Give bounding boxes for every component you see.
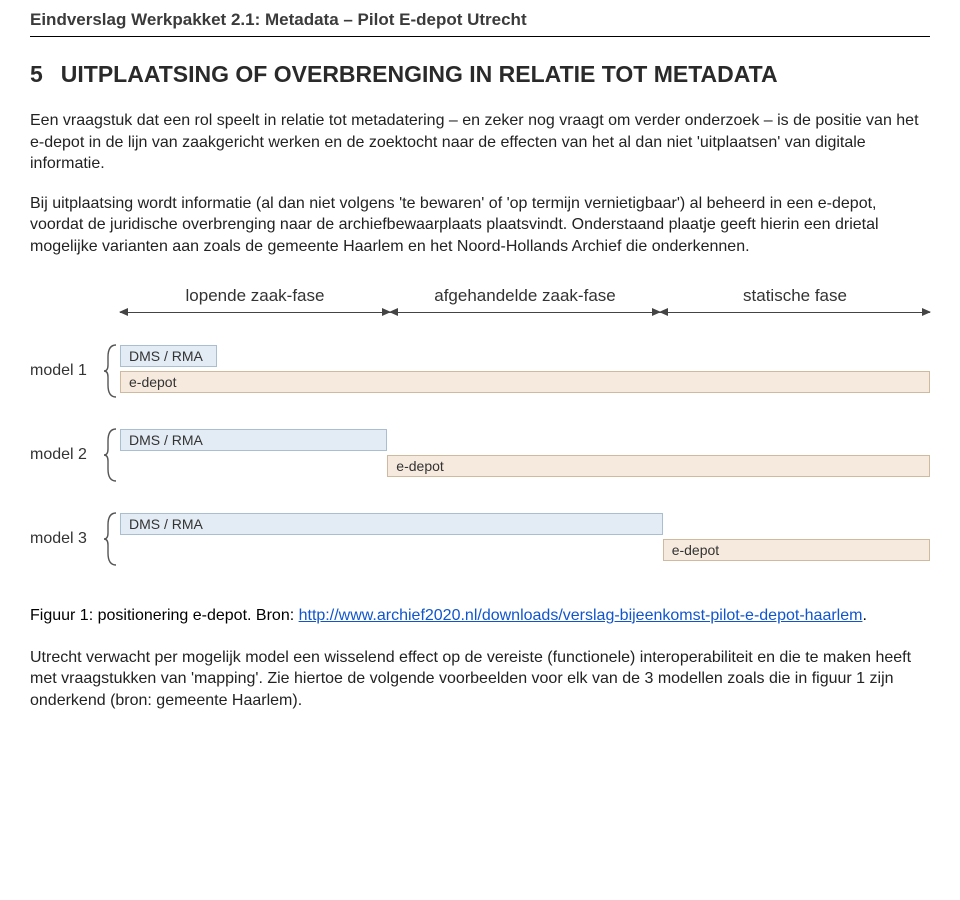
brace-icon: [102, 343, 120, 399]
model-row: model 1 DMS / RMA e-depot: [30, 343, 930, 399]
dms-bar: DMS / RMA: [120, 429, 387, 451]
dms-bar: DMS / RMA: [120, 345, 217, 367]
double-arrow-icon: [120, 312, 390, 313]
edepot-bar: e-depot: [663, 539, 930, 561]
model-row: model 2 DMS / RMAe-depot: [30, 427, 930, 483]
phase-label: statische fase: [660, 286, 930, 306]
phase-label: afgehandelde zaak-fase: [390, 286, 660, 306]
section-title-text: UITPLAATSING OF OVERBRENGING IN RELATIE …: [61, 61, 778, 87]
model-bars: DMS / RMAe-depot: [120, 429, 930, 481]
paragraph-1: Een vraagstuk dat een rol speelt in rela…: [30, 110, 930, 175]
model-row: model 3 DMS / RMAe-depot: [30, 511, 930, 567]
paragraph-3: Utrecht verwacht per mogelijk model een …: [30, 647, 930, 712]
brace-icon: [102, 427, 120, 483]
brace-icon: [102, 511, 120, 567]
model-bars: DMS / RMAe-depot: [120, 513, 930, 565]
model-bars: DMS / RMA e-depot: [120, 345, 930, 397]
phase-header-row: lopende zaak-fase afgehandelde zaak-fase…: [30, 286, 930, 313]
model-label: model 3: [30, 530, 102, 548]
doc-header: Eindverslag Werkpakket 2.1: Metadata – P…: [30, 10, 930, 37]
section-title: 5 UITPLAATSING OF OVERBRENGING IN RELATIE…: [30, 61, 930, 88]
caption-suffix: .: [862, 607, 866, 624]
model-label: model 2: [30, 446, 102, 464]
phase-label: lopende zaak-fase: [120, 286, 390, 306]
model-label: model 1: [30, 362, 102, 380]
caption-prefix: Figuur 1: positionering e-depot. Bron:: [30, 607, 299, 624]
figure-caption: Figuur 1: positionering e-depot. Bron: h…: [30, 607, 930, 625]
source-link[interactable]: http://www.archief2020.nl/downloads/vers…: [299, 607, 863, 624]
figure-1: lopende zaak-fase afgehandelde zaak-fase…: [30, 286, 930, 567]
section-number: 5: [30, 61, 43, 87]
edepot-bar: e-depot: [120, 371, 930, 393]
dms-bar: DMS / RMA: [120, 513, 663, 535]
double-arrow-icon: [660, 312, 930, 313]
paragraph-2: Bij uitplaatsing wordt informatie (al da…: [30, 193, 930, 258]
double-arrow-icon: [390, 312, 660, 313]
edepot-bar: e-depot: [387, 455, 930, 477]
